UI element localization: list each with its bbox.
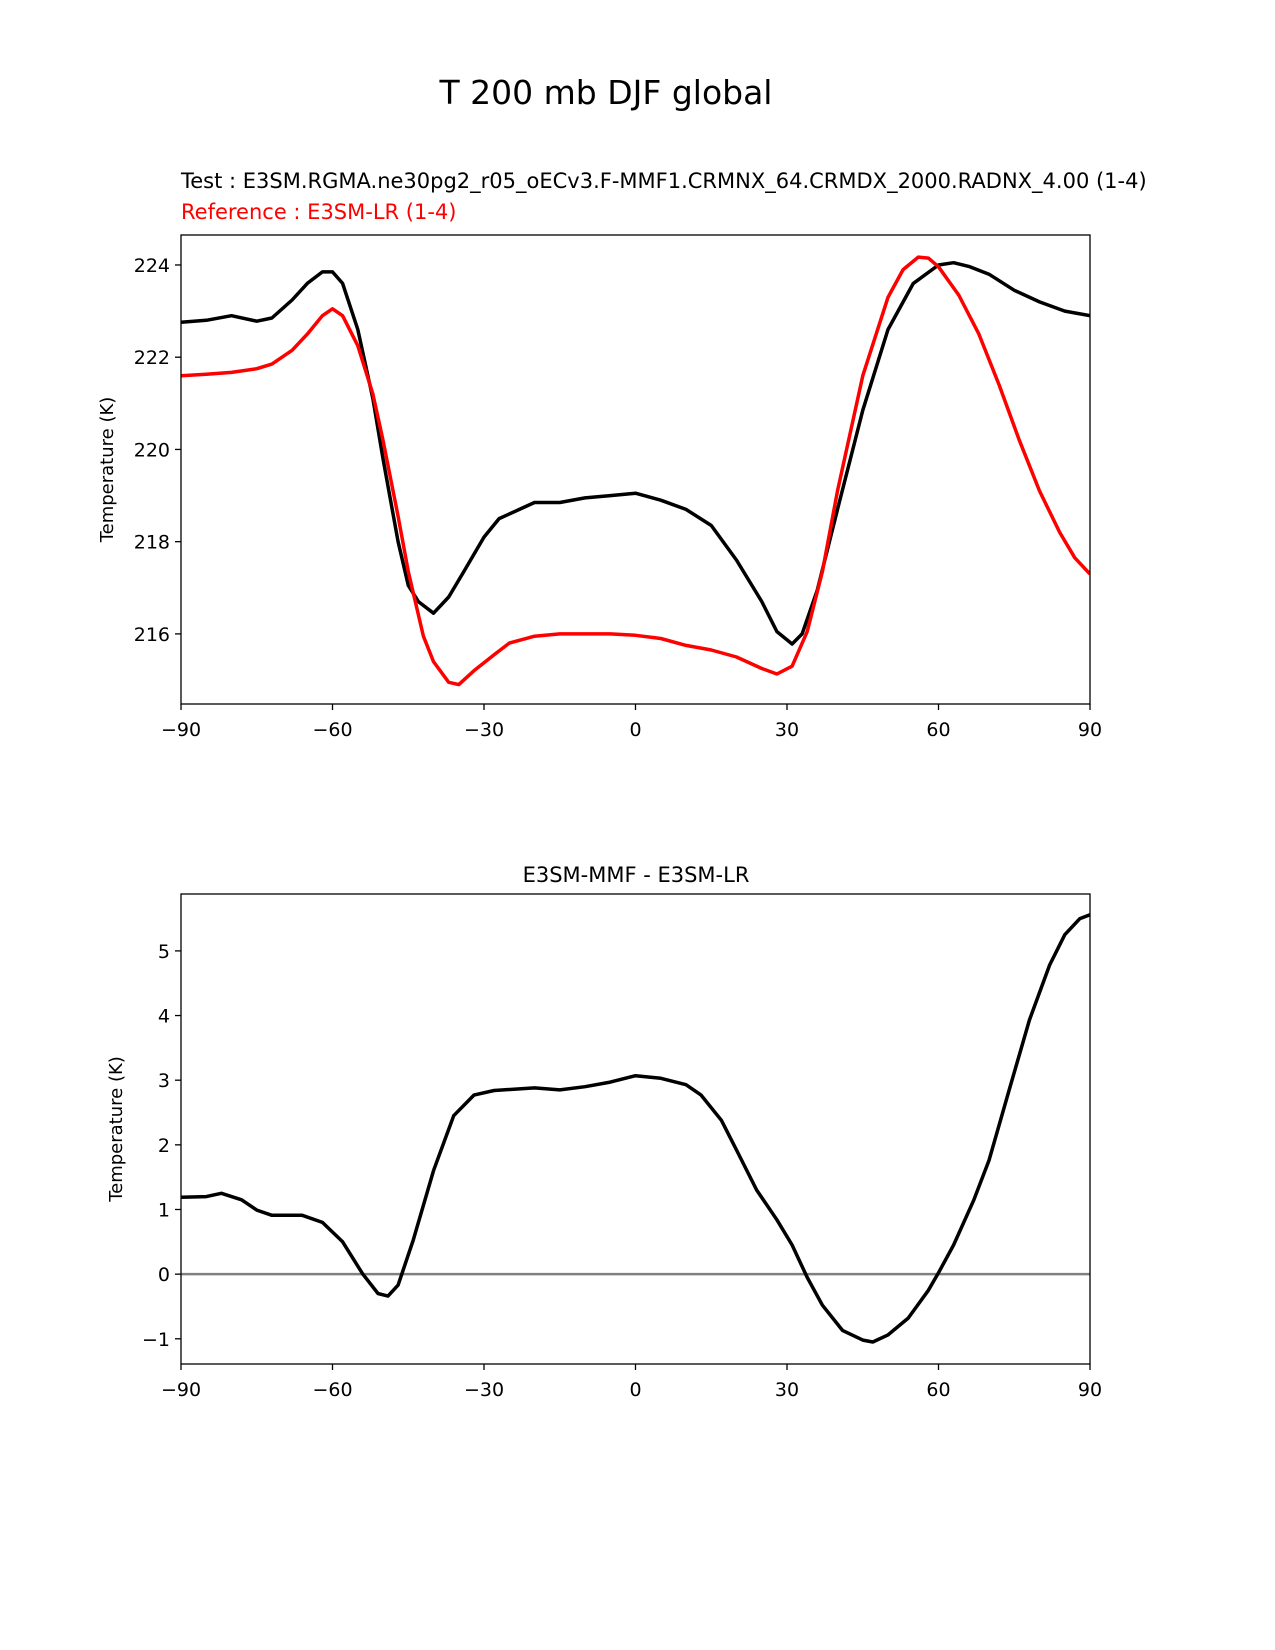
x-tick-label: 90	[1078, 1379, 1102, 1401]
y-tick-label: 5	[158, 941, 170, 963]
x-tick-label: −90	[161, 719, 201, 741]
x-tick-label: −30	[464, 1379, 504, 1401]
x-tick-label: 0	[629, 719, 641, 741]
y-tick-label: 0	[158, 1264, 170, 1286]
bottom-axes: −90 −60 −30 0 30 60 90 −1 0 1 2 3 4 5 Temperature (K)	[106, 893, 1102, 1401]
y-tick-label: 2	[158, 1135, 170, 1157]
x-tick-label: 60	[926, 1379, 950, 1401]
bottom-plot-title: E3SM-MMF - E3SM-LR	[523, 863, 750, 887]
figure-title: T 200 mb DJF global	[439, 73, 773, 112]
series-group	[181, 255, 1090, 687]
y-axis-label: Temperature (K)	[97, 397, 118, 544]
test-label: Test : E3SM.RGMA.ne30pg2_r05_oECv3.F-MMF…	[180, 169, 1147, 194]
x-tick-label: −60	[312, 1379, 352, 1401]
x-tick-label: 60	[926, 719, 950, 741]
x-tick-label: 30	[775, 719, 799, 741]
x-tick-label: −90	[161, 1379, 201, 1401]
x-tick-label: −30	[464, 719, 504, 741]
axes-frame	[180, 893, 1091, 1365]
series-line-difference	[181, 913, 1090, 1344]
top-axes: −90 −60 −30 0 30 60 90 216 218 220 222 224 Temperatu…	[97, 234, 1102, 741]
y-tick-label: 216	[134, 624, 170, 646]
reference-label: Reference : E3SM-LR (1-4)	[181, 200, 456, 224]
y-tick-label: 1	[158, 1199, 170, 1221]
y-tick-label: 4	[158, 1006, 170, 1028]
series-line-reference	[181, 255, 1090, 687]
y-tick-label: 224	[134, 255, 170, 277]
x-tick-label: −60	[312, 719, 352, 741]
x-tick-label: 90	[1078, 719, 1102, 741]
series-line-test	[181, 260, 1090, 646]
y-tick-label: 222	[134, 347, 170, 369]
series-group	[181, 913, 1090, 1344]
x-tick-label: 0	[629, 1379, 641, 1401]
y-axis-label: Temperature (K)	[106, 1056, 127, 1203]
x-tick-label: 30	[775, 1379, 799, 1401]
y-tick-label: 218	[134, 532, 170, 554]
y-tick-label: 3	[158, 1070, 170, 1092]
y-tick-label: 220	[134, 439, 170, 461]
y-tick-label: −1	[142, 1329, 170, 1351]
